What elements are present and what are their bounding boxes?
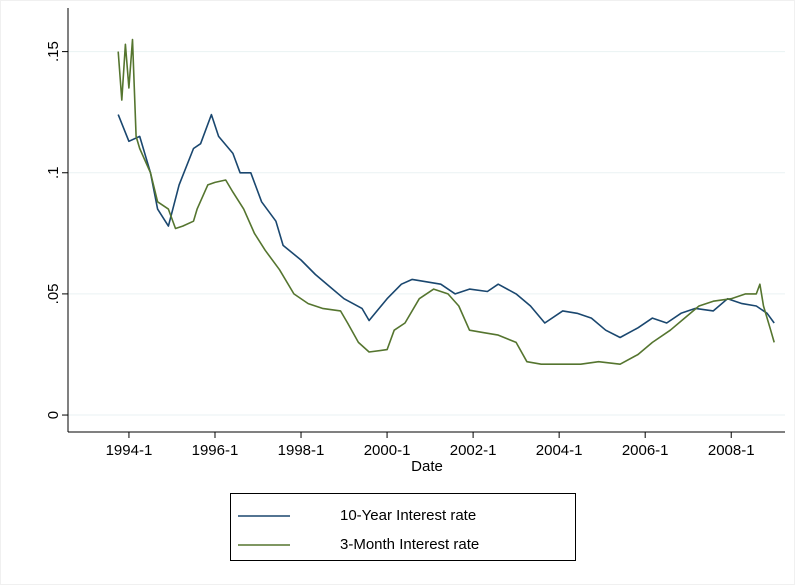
y-tick-label: .15 bbox=[45, 41, 62, 62]
x-tick-label: 2000-1 bbox=[364, 442, 411, 459]
x-tick-label: 1996-1 bbox=[192, 442, 239, 459]
series-line bbox=[117, 113, 775, 339]
y-tick-label: .1 bbox=[45, 166, 62, 179]
legend-box bbox=[230, 493, 576, 561]
x-tick-label: 2006-1 bbox=[622, 442, 669, 459]
legend-label: 10-Year Interest rate bbox=[340, 507, 476, 524]
series-line bbox=[117, 38, 775, 365]
x-axis-label: Date bbox=[411, 458, 443, 475]
x-tick-label: 2002-1 bbox=[450, 442, 497, 459]
y-tick-label: 0 bbox=[45, 411, 62, 419]
x-tick-label: 2008-1 bbox=[708, 442, 755, 459]
x-tick-label: 1998-1 bbox=[278, 442, 325, 459]
legend-label: 3-Month Interest rate bbox=[340, 536, 479, 553]
x-tick-label: 2004-1 bbox=[536, 442, 583, 459]
y-tick-label: .05 bbox=[45, 283, 62, 304]
x-tick-label: 1994-1 bbox=[106, 442, 153, 459]
